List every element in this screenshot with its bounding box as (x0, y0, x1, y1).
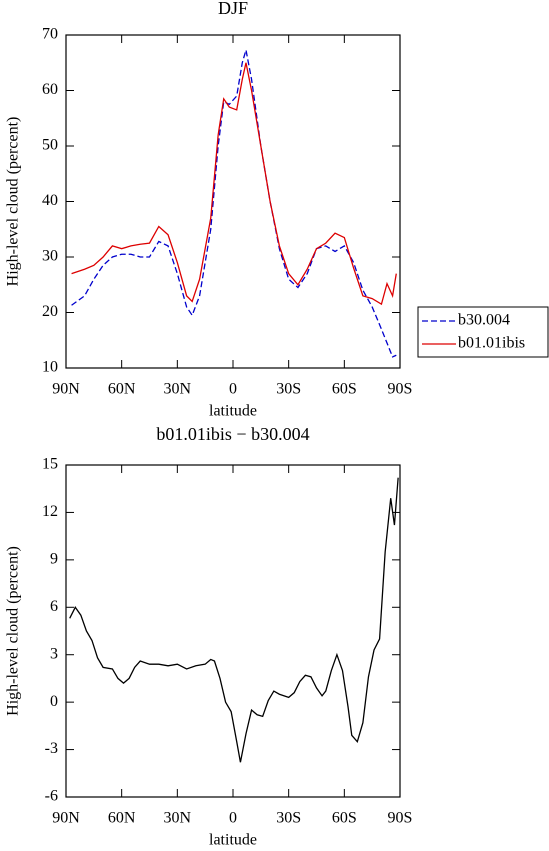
x-tick-label: 90S (388, 381, 413, 398)
y-tick-label: 50 (42, 137, 58, 154)
y-tick-label: 15 (42, 456, 58, 473)
legend-label: b01.01ibis (458, 335, 525, 352)
y-tick-label: 3 (50, 645, 58, 662)
x-tick-label: 0 (229, 810, 237, 827)
legend-box (417, 306, 549, 358)
y-tick-label: -3 (45, 740, 58, 757)
x-tick-label: 60N (108, 381, 136, 398)
y-tick-label: 20 (42, 303, 58, 320)
y-tick-label: 30 (42, 248, 58, 265)
x-tick-label: 90N (52, 381, 80, 398)
x-tick-label: 30S (276, 381, 301, 398)
y-tick-label: -6 (45, 788, 58, 805)
series-line (71, 62, 397, 306)
x-tick-label: 90N (52, 810, 80, 827)
series-line (69, 477, 399, 763)
y-tick-label: 70 (42, 26, 58, 43)
y-tick-label: 10 (42, 359, 58, 376)
y-tick-label: 6 (50, 598, 58, 615)
x-tick-label: 30N (164, 810, 192, 827)
chart-title: b01.01ibis − b30.004 (156, 424, 309, 444)
y-tick-label: 40 (42, 192, 58, 209)
x-axis-label: latitude (209, 832, 257, 849)
series-line (71, 49, 397, 358)
y-tick-label: 0 (50, 693, 58, 710)
x-axis-label: latitude (209, 403, 257, 420)
x-tick-label: 0 (229, 381, 237, 398)
x-tick-label: 90S (388, 810, 413, 827)
x-tick-label: 30S (276, 810, 301, 827)
x-tick-label: 60N (108, 810, 136, 827)
x-tick-label: 60S (332, 810, 357, 827)
plot-frame (65, 464, 401, 798)
plot-frame (65, 34, 401, 369)
legend-label: b30.004 (458, 312, 510, 329)
y-axis-label: High-level cloud (percent) (5, 546, 22, 716)
x-tick-label: 30N (164, 381, 192, 398)
y-axis-label: High-level cloud (percent) (5, 117, 22, 287)
y-tick-label: 60 (42, 81, 58, 98)
y-tick-label: 9 (50, 551, 58, 568)
x-tick-label: 60S (332, 381, 357, 398)
y-tick-label: 12 (42, 503, 58, 520)
chart-title: DJF (218, 0, 248, 18)
